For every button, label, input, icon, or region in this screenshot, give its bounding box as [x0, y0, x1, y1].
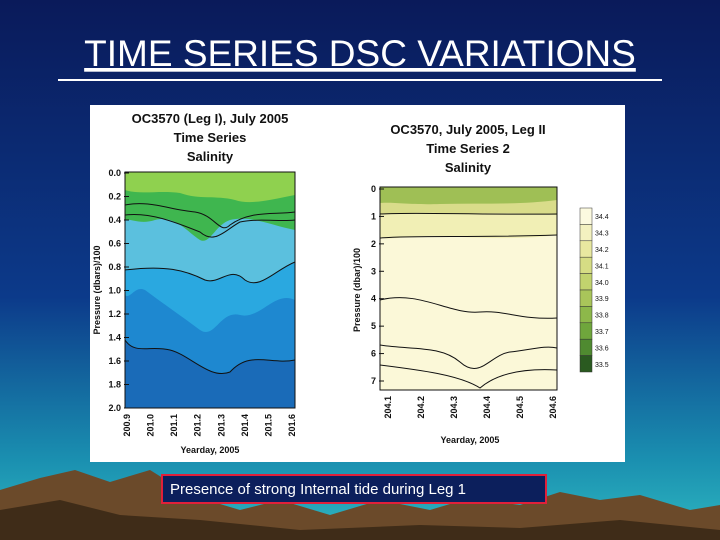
- colorbar-swatch: [579, 224, 593, 242]
- x-tick-label: 204.2: [416, 396, 426, 419]
- contour-line: [379, 234, 558, 239]
- x-tick-label: 201.6: [287, 414, 297, 437]
- y-tick-label: 1.6: [108, 356, 121, 366]
- y-tick-label: 1.0: [108, 286, 121, 296]
- x-tick-label: 204.3: [449, 396, 459, 419]
- caption-box: [161, 474, 547, 504]
- plot-title-line: Salinity: [187, 149, 234, 164]
- colorbar-label: 34.1: [595, 263, 609, 270]
- x-tick-label: 200.9: [122, 414, 132, 437]
- contour-line: [124, 261, 296, 284]
- y-tick-label: 2.0: [108, 403, 121, 413]
- contour-line: [379, 297, 558, 319]
- plot-title: OC3570, July 2005, Leg II Time Series 2 Sa…: [390, 122, 545, 175]
- contour-line: [379, 364, 558, 389]
- y-axis-label: Pressure (dbars)/100: [92, 245, 102, 334]
- colorbar-label: 34.0: [595, 280, 609, 287]
- y-tick-label: 1.2: [108, 309, 121, 319]
- colorbar-swatch: [579, 256, 593, 274]
- y-ticks: 0 1 2 3 4 5 6 7: [371, 184, 384, 386]
- plot-title-line: Time Series 2: [426, 141, 510, 156]
- y-tick-label: 1: [371, 211, 376, 221]
- x-ticks: 200.9 201.0 201.1 201.2 201.3 201.4 201.5 201.6: [122, 414, 297, 437]
- x-axis-label: Yearday, 2005: [181, 445, 240, 455]
- x-tick-label: 204.5: [515, 396, 525, 419]
- plot-title-line: Salinity: [445, 160, 492, 175]
- y-axis-label: Pressure (dbar)/100: [352, 248, 362, 332]
- y-tick-label: 1.8: [108, 380, 121, 390]
- x-tick-label: 201.2: [193, 414, 203, 437]
- x-ticks: 204.1 204.2 204.3 204.4 204.5 204.6: [383, 396, 558, 419]
- slide-title: TIME SERIES DSC VARIATIONS: [84, 33, 636, 74]
- colorbar-swatch: [579, 240, 593, 258]
- plot-title-line: OC3570 (Leg I), July 2005: [132, 111, 289, 126]
- y-tick-label: 0.6: [108, 239, 121, 249]
- y-tick-label: 0.8: [108, 262, 121, 272]
- colorbar-label: 34.2: [595, 247, 609, 254]
- plot-frame: [379, 186, 558, 391]
- colorbar-label: 33.6: [595, 345, 609, 352]
- x-tick-label: 204.1: [383, 396, 393, 419]
- x-tick-label: 201.0: [146, 414, 156, 437]
- y-tick-label: 3: [371, 266, 376, 276]
- x-tick-label: 201.3: [216, 414, 226, 437]
- mountains-shadow: [0, 500, 720, 540]
- x-tick-label: 204.6: [548, 396, 558, 419]
- plot-title: OC3570 (Leg I), July 2005 Time Series Sali…: [132, 111, 289, 164]
- colorbar: 34.4 34.3 34.2 34.1 34.0 33.9 33.8 33.7 33.6 33.5: [579, 207, 609, 373]
- colorbar-swatch: [579, 289, 593, 307]
- y-tick-label: 1.4: [108, 333, 121, 343]
- left-plot: OC3570 (Leg I), July 2005 Time Series Sali…: [92, 111, 297, 455]
- colorbar-swatch: [579, 338, 593, 356]
- contour-line: [379, 212, 558, 215]
- y-tick-label: 0: [371, 184, 376, 194]
- y-ticks: 0.0 0.2 0.4 0.6 0.8 1.0 1.2 1.4 1.6 1.8 2.0: [108, 168, 129, 413]
- colorbar-swatch: [579, 207, 593, 225]
- plot-title-line: Time Series: [174, 130, 247, 145]
- contour-line: [124, 203, 296, 229]
- plot-title-line: OC3570, July 2005, Leg II: [390, 122, 545, 137]
- y-tick-label: 5: [371, 321, 376, 331]
- x-tick-label: 201.5: [263, 414, 273, 437]
- y-tick-label: 4: [371, 294, 376, 304]
- colorbar-swatch: [579, 273, 593, 291]
- y-tick-label: 0.0: [108, 168, 121, 178]
- colorbar-swatch: [579, 322, 593, 340]
- colorbar-label: 34.4: [595, 214, 609, 221]
- y-tick-label: 6: [371, 349, 376, 359]
- colorbar-swatch: [579, 355, 593, 373]
- colorbar-label: 33.8: [595, 313, 609, 320]
- caption: Presence of strong Internal tide during …: [170, 481, 466, 498]
- colorbar-label: 33.7: [595, 329, 609, 336]
- colorbar-swatch: [579, 306, 593, 324]
- contour-fill: [380, 187, 557, 205]
- contour-fill: [125, 172, 295, 203]
- y-tick-label: 0.4: [108, 215, 121, 225]
- contour-line: [379, 344, 558, 369]
- contour-line: [124, 213, 296, 238]
- x-tick-label: 201.1: [169, 414, 179, 437]
- x-tick-label: 204.4: [482, 396, 492, 419]
- y-tick-label: 7: [371, 376, 376, 386]
- colorbar-label: 33.5: [595, 362, 609, 369]
- right-plot: OC3570, July 2005, Leg II Time Series 2 Sa…: [352, 122, 609, 445]
- colorbar-label: 33.9: [595, 296, 609, 303]
- colorbar-label: 34.3: [595, 231, 609, 238]
- y-tick-label: 2: [371, 239, 376, 249]
- y-tick-label: 0.2: [108, 192, 121, 202]
- x-tick-label: 201.4: [240, 414, 250, 437]
- contour-line: [124, 339, 296, 375]
- x-axis-label: Yearday, 2005: [441, 435, 500, 445]
